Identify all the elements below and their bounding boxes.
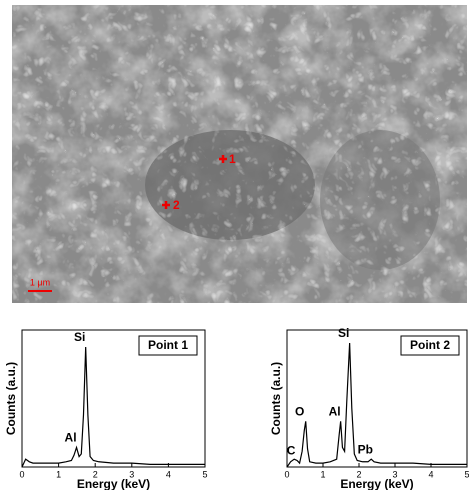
- x-tick-label: 5: [202, 469, 207, 479]
- chart-title: Point 1: [148, 338, 188, 352]
- x-tick-label: 4: [428, 469, 433, 479]
- peak-label: C: [287, 444, 296, 458]
- sem-image: 1 2 1 μm: [12, 5, 467, 303]
- peak-label: Pb: [358, 442, 373, 456]
- x-tick-label: 1: [320, 469, 325, 479]
- x-tick-label: 4: [166, 469, 171, 479]
- y-axis-label: Counts (a.u.): [269, 362, 283, 435]
- peak-label: Al: [329, 405, 341, 419]
- peak-label: Si: [74, 330, 85, 344]
- x-tick-label: 0: [19, 469, 24, 479]
- x-tick-label: 5: [464, 469, 469, 479]
- x-tick-label: 1: [56, 469, 61, 479]
- x-axis-label: Energy (keV): [77, 477, 150, 490]
- peak-label: Al: [65, 431, 77, 445]
- x-axis-label: Energy (keV): [340, 477, 413, 490]
- figure: 1 2 1 μm 012345AlSiPoint 1Energy (keV)Co…: [0, 0, 469, 490]
- marker-label: 1: [229, 152, 236, 166]
- page: 1 2 1 μm 012345AlSiPoint 1Energy (keV)Co…: [0, 0, 469, 490]
- scale-bar-label: 1 μm: [30, 277, 50, 287]
- marker-label: 2: [173, 198, 180, 212]
- spectrum-line: [22, 347, 205, 467]
- peak-label: O: [295, 405, 304, 419]
- peak-label: Si: [338, 326, 349, 340]
- y-axis-label: Counts (a.u.): [4, 362, 18, 435]
- x-tick-label: 0: [284, 469, 289, 479]
- spectrum-line: [287, 343, 467, 467]
- chart-title: Point 2: [410, 338, 450, 352]
